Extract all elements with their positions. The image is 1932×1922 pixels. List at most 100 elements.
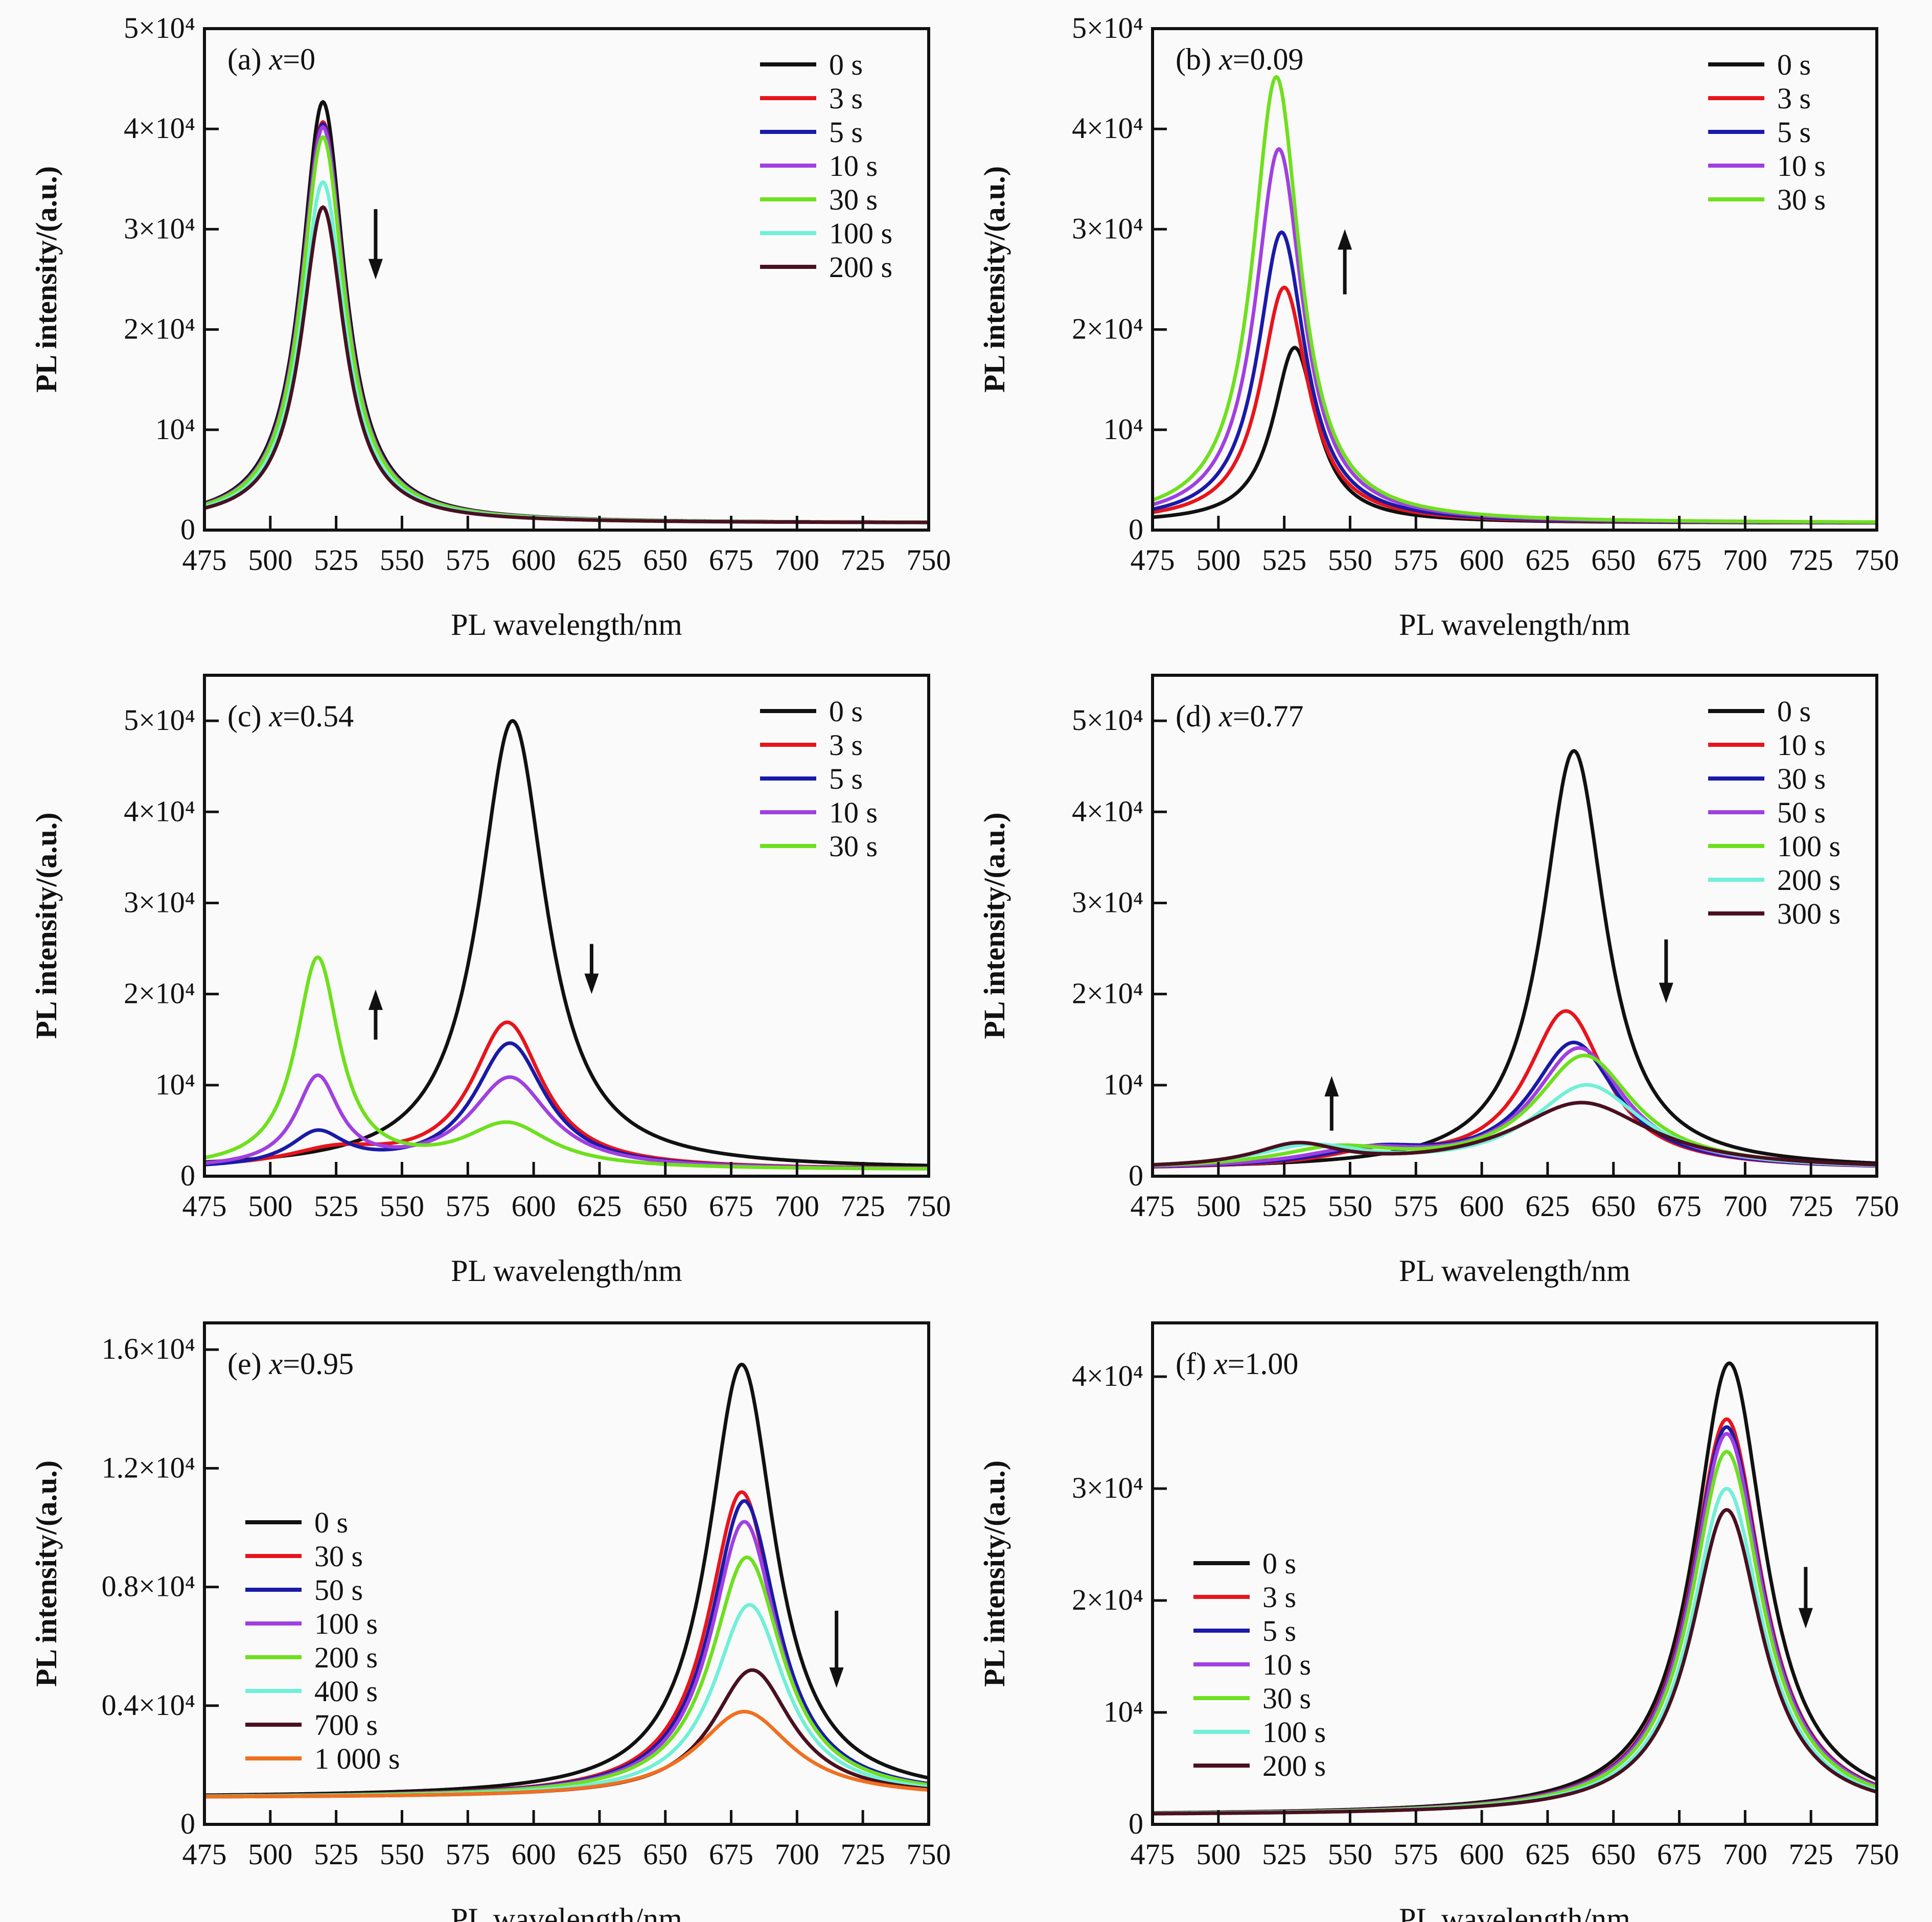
x-axis-title: PL wavelength/nm	[451, 608, 682, 642]
legend-item: 0 s	[760, 48, 863, 81]
legend-label: 0 s	[314, 1506, 348, 1539]
x-tick-label: 475	[1131, 1189, 1175, 1223]
y-axis-title: PL intensity/(a.u.)	[978, 1460, 1011, 1687]
x-tick-label: 750	[907, 1189, 951, 1223]
x-tick-label: 600	[1460, 1189, 1504, 1223]
y-axis-title: PL intensity/(a.u.)	[978, 166, 1011, 393]
legend-item: 0 s	[245, 1506, 348, 1539]
series-line-30-s	[204, 135, 929, 524]
y-tick-label: 0	[180, 1807, 195, 1840]
y-tick-label: 3×10⁴	[1072, 1471, 1143, 1504]
x-tick-label: 625	[1525, 1189, 1570, 1223]
series-line-30-s	[1152, 1450, 1878, 1815]
x-tick-label: 725	[841, 1189, 885, 1223]
panel-label: (e) x=0.95	[227, 1347, 354, 1381]
legend-item: 10 s	[1708, 149, 1826, 182]
legend-item: 10 s	[760, 796, 878, 829]
x-tick-label: 650	[1591, 1838, 1636, 1871]
y-tick-label: 0	[1129, 1159, 1143, 1192]
y-tick-label: 1.6×10⁴	[102, 1332, 195, 1365]
y-tick-label: 0.4×10⁴	[102, 1688, 195, 1722]
legend-item: 200 s	[760, 250, 892, 284]
panel-label: (f) x=1.00	[1176, 1347, 1298, 1381]
x-tick-label: 650	[643, 1189, 687, 1223]
legend-label: 30 s	[314, 1540, 363, 1573]
legend-label: 10 s	[1777, 728, 1826, 762]
legend-item: 100 s	[245, 1607, 378, 1640]
x-tick-label: 475	[182, 1838, 227, 1871]
x-tick-label: 575	[1394, 1189, 1438, 1223]
x-tick-label: 475	[1131, 1838, 1175, 1871]
legend-item: 30 s	[245, 1540, 363, 1573]
legend-label: 200 s	[1262, 1749, 1326, 1782]
legend-item: 0 s	[1193, 1547, 1296, 1580]
y-axis-title: PL intensity/(a.u.)	[978, 812, 1011, 1039]
x-tick-label: 700	[1723, 543, 1767, 577]
x-tick-label: 575	[1394, 1838, 1438, 1871]
x-tick-label: 550	[1328, 1838, 1372, 1871]
x-tick-label: 550	[1328, 1189, 1372, 1223]
y-tick-label: 1.2×10⁴	[102, 1451, 195, 1484]
plot-frame	[1151, 674, 1878, 1178]
legend-item: 200 s	[245, 1641, 378, 1674]
legend-item: 3 s	[760, 82, 863, 115]
x-tick-label: 550	[380, 1189, 424, 1223]
x-axis-title: PL wavelength/nm	[1399, 1254, 1630, 1288]
y-tick-label: 5×10⁴	[1072, 11, 1143, 44]
x-tick-label: 600	[1460, 543, 1504, 577]
x-tick-label: 675	[1657, 1189, 1701, 1223]
plot-frame	[203, 674, 930, 1178]
y-tick-label: 3×10⁴	[124, 885, 195, 919]
x-tick-label: 650	[643, 543, 687, 577]
legend-label: 200 s	[1777, 863, 1841, 897]
x-tick-label: 625	[577, 1189, 622, 1223]
arrow-down-icon	[368, 259, 383, 280]
x-axis-title: PL wavelength/nm	[1399, 1902, 1630, 1922]
x-axis-title: PL wavelength/nm	[451, 1902, 682, 1922]
legend-label: 30 s	[829, 830, 878, 863]
x-tick-label: 525	[1262, 543, 1306, 577]
x-tick-label: 725	[841, 543, 885, 577]
legend-label: 5 s	[829, 116, 863, 149]
x-tick-label: 575	[446, 1838, 490, 1871]
legend-item: 30 s	[760, 830, 878, 863]
x-tick-label: 700	[775, 1189, 819, 1223]
x-tick-label: 600	[1460, 1838, 1504, 1871]
legend-item: 0 s	[1708, 48, 1811, 81]
series-line-30-s	[1152, 1040, 1877, 1169]
x-tick-label: 725	[1789, 543, 1833, 577]
y-tick-label: 0.8×10⁴	[102, 1570, 195, 1603]
panel-d: 475 500 525 550 575 600 625 650 675 700 725 750 0 10⁴…	[978, 674, 1899, 1288]
legend-label: 0 s	[829, 48, 863, 81]
y-tick-label: 0	[180, 513, 195, 546]
panel-f: 475 500 525 550 575 600 625 650 675 700 725 750 0 10⁴…	[978, 1321, 1899, 1922]
panel-e: 475 500 525 550 575 600 625 650 675 700 725 750 0 0.4…	[30, 1321, 951, 1922]
x-tick-label: 675	[1657, 1838, 1701, 1871]
series-line-50-s	[1152, 1046, 1877, 1168]
legend-item: 0 s	[1708, 695, 1811, 728]
x-tick-label: 625	[577, 543, 622, 577]
legend-item: 3 s	[1708, 82, 1811, 115]
y-tick-label: 0	[180, 1159, 195, 1192]
series-line-10-s	[1152, 1009, 1877, 1169]
y-tick-label: 0	[1129, 513, 1143, 546]
panel-label: (a) x=0	[227, 42, 315, 76]
x-tick-label: 500	[248, 543, 292, 577]
y-tick-label: 2×10⁴	[124, 977, 195, 1010]
series-line-50-s	[204, 1499, 929, 1798]
legend-item: 5 s	[760, 762, 863, 795]
x-tick-label: 550	[380, 1838, 424, 1871]
legend-label: 5 s	[829, 762, 863, 795]
arrow-up-icon	[1324, 1076, 1339, 1096]
y-tick-label: 3×10⁴	[124, 212, 195, 245]
legend-label: 100 s	[829, 217, 892, 250]
legend-item: 400 s	[245, 1675, 378, 1708]
legend-label: 50 s	[1777, 796, 1826, 829]
legend-label: 10 s	[1777, 149, 1826, 182]
y-axis-title: PL intensity/(a.u.)	[30, 812, 63, 1039]
plot-frame	[203, 27, 930, 532]
legend-label: 30 s	[1777, 183, 1826, 216]
y-tick-label: 10⁴	[155, 1068, 195, 1101]
legend-item: 200 s	[1708, 863, 1841, 897]
series-line-30-s	[204, 1490, 929, 1798]
